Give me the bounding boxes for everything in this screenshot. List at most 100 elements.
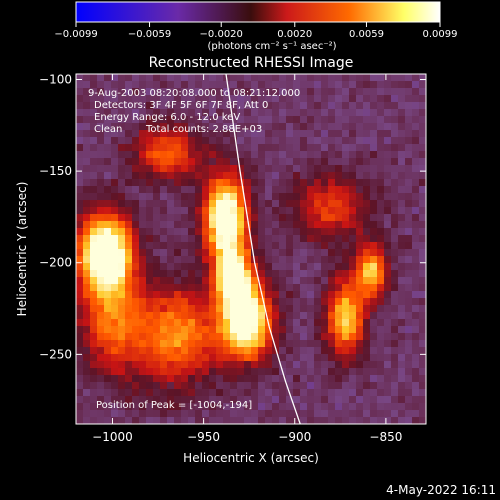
heatmap-cell <box>356 319 364 327</box>
heatmap-cell <box>384 214 392 222</box>
heatmap-cell <box>230 193 238 201</box>
heatmap-cell <box>377 179 385 187</box>
heatmap-cell <box>286 396 294 404</box>
heatmap-cell <box>384 249 392 257</box>
heatmap-cell <box>111 235 119 243</box>
heatmap-cell <box>167 242 175 250</box>
heatmap-cell <box>300 235 308 243</box>
heatmap-cell <box>391 396 399 404</box>
heatmap-cell <box>244 354 252 362</box>
heatmap-cell <box>132 158 140 166</box>
heatmap-cell <box>132 396 140 404</box>
heatmap-cell <box>251 116 259 124</box>
heatmap-cell <box>195 277 203 285</box>
heatmap-cell <box>76 396 84 404</box>
heatmap-cell <box>230 228 238 236</box>
heatmap-cell <box>153 74 161 82</box>
heatmap-cell <box>209 214 217 222</box>
heatmap-cell <box>111 368 119 376</box>
heatmap-cell <box>307 123 315 131</box>
heatmap-cell <box>223 242 231 250</box>
heatmap-cell <box>370 137 378 145</box>
heatmap-cell <box>321 361 329 369</box>
heatmap-cell <box>90 249 98 257</box>
heatmap-cell <box>314 81 322 89</box>
heatmap-cell <box>76 74 84 82</box>
heatmap-cell <box>272 158 280 166</box>
heatmap-cell <box>160 270 168 278</box>
heatmap-cell <box>146 137 154 145</box>
heatmap-cell <box>195 256 203 264</box>
heatmap-cell <box>181 389 189 397</box>
heatmap-cell <box>118 319 126 327</box>
heatmap-cell <box>342 193 350 201</box>
heatmap-cell <box>230 312 238 320</box>
heatmap-cell <box>370 389 378 397</box>
heatmap-cell <box>237 186 245 194</box>
heatmap-cell <box>230 340 238 348</box>
heatmap-cell <box>300 137 308 145</box>
heatmap-cell <box>104 410 112 418</box>
heatmap-cell <box>230 158 238 166</box>
heatmap-cell <box>398 256 406 264</box>
heatmap-cell <box>370 130 378 138</box>
heatmap-cell <box>363 410 371 418</box>
heatmap-cell <box>265 410 273 418</box>
heatmap-cell <box>356 74 364 82</box>
heatmap-cell <box>160 242 168 250</box>
heatmap-cell <box>293 186 301 194</box>
heatmap-cell <box>377 270 385 278</box>
heatmap-cell <box>125 326 133 334</box>
heatmap-cell <box>377 298 385 306</box>
heatmap-cell <box>391 151 399 159</box>
heatmap-cell <box>146 158 154 166</box>
heatmap-cell <box>139 102 147 110</box>
heatmap-cell <box>90 403 98 411</box>
heatmap-cell <box>90 298 98 306</box>
heatmap-cell <box>384 291 392 299</box>
heatmap-cell <box>328 312 336 320</box>
heatmap-cell <box>237 333 245 341</box>
heatmap-cell <box>398 137 406 145</box>
heatmap-cell <box>174 417 182 424</box>
heatmap-cell <box>293 165 301 173</box>
heatmap-cell <box>370 305 378 313</box>
heatmap-cell <box>195 326 203 334</box>
heatmap-cell <box>314 305 322 313</box>
heatmap-cell <box>265 354 273 362</box>
heatmap-cell <box>398 403 406 411</box>
heatmap-cell <box>405 95 413 103</box>
heatmap-cell <box>244 165 252 173</box>
heatmap-cell <box>132 74 140 82</box>
heatmap-cell <box>97 256 105 264</box>
heatmap-cell <box>216 382 224 390</box>
heatmap-cell <box>188 249 196 257</box>
heatmap-cell <box>209 263 217 271</box>
heatmap-cell <box>181 123 189 131</box>
heatmap-cell <box>335 186 343 194</box>
heatmap-cell <box>314 319 322 327</box>
heatmap-cell <box>377 361 385 369</box>
heatmap-cell <box>412 305 420 313</box>
heatmap-cell <box>132 221 140 229</box>
heatmap-cell <box>300 284 308 292</box>
heatmap-cell <box>370 88 378 96</box>
heatmap-cell <box>335 361 343 369</box>
heatmap-cell <box>125 319 133 327</box>
heatmap-cell <box>174 312 182 320</box>
heatmap-cell <box>321 270 329 278</box>
heatmap-cell <box>265 340 273 348</box>
heatmap-cell <box>111 221 119 229</box>
heatmap-cell <box>349 151 357 159</box>
heatmap-cell <box>83 95 91 103</box>
heatmap-cell <box>251 207 259 215</box>
heatmap-cell <box>223 207 231 215</box>
heatmap-cell <box>216 116 224 124</box>
heatmap-cell <box>153 396 161 404</box>
heatmap-cell <box>244 249 252 257</box>
heatmap-cell <box>83 186 91 194</box>
heatmap-cell <box>398 263 406 271</box>
heatmap-cell <box>139 165 147 173</box>
heatmap-cell <box>83 151 91 159</box>
heatmap-cell <box>335 256 343 264</box>
